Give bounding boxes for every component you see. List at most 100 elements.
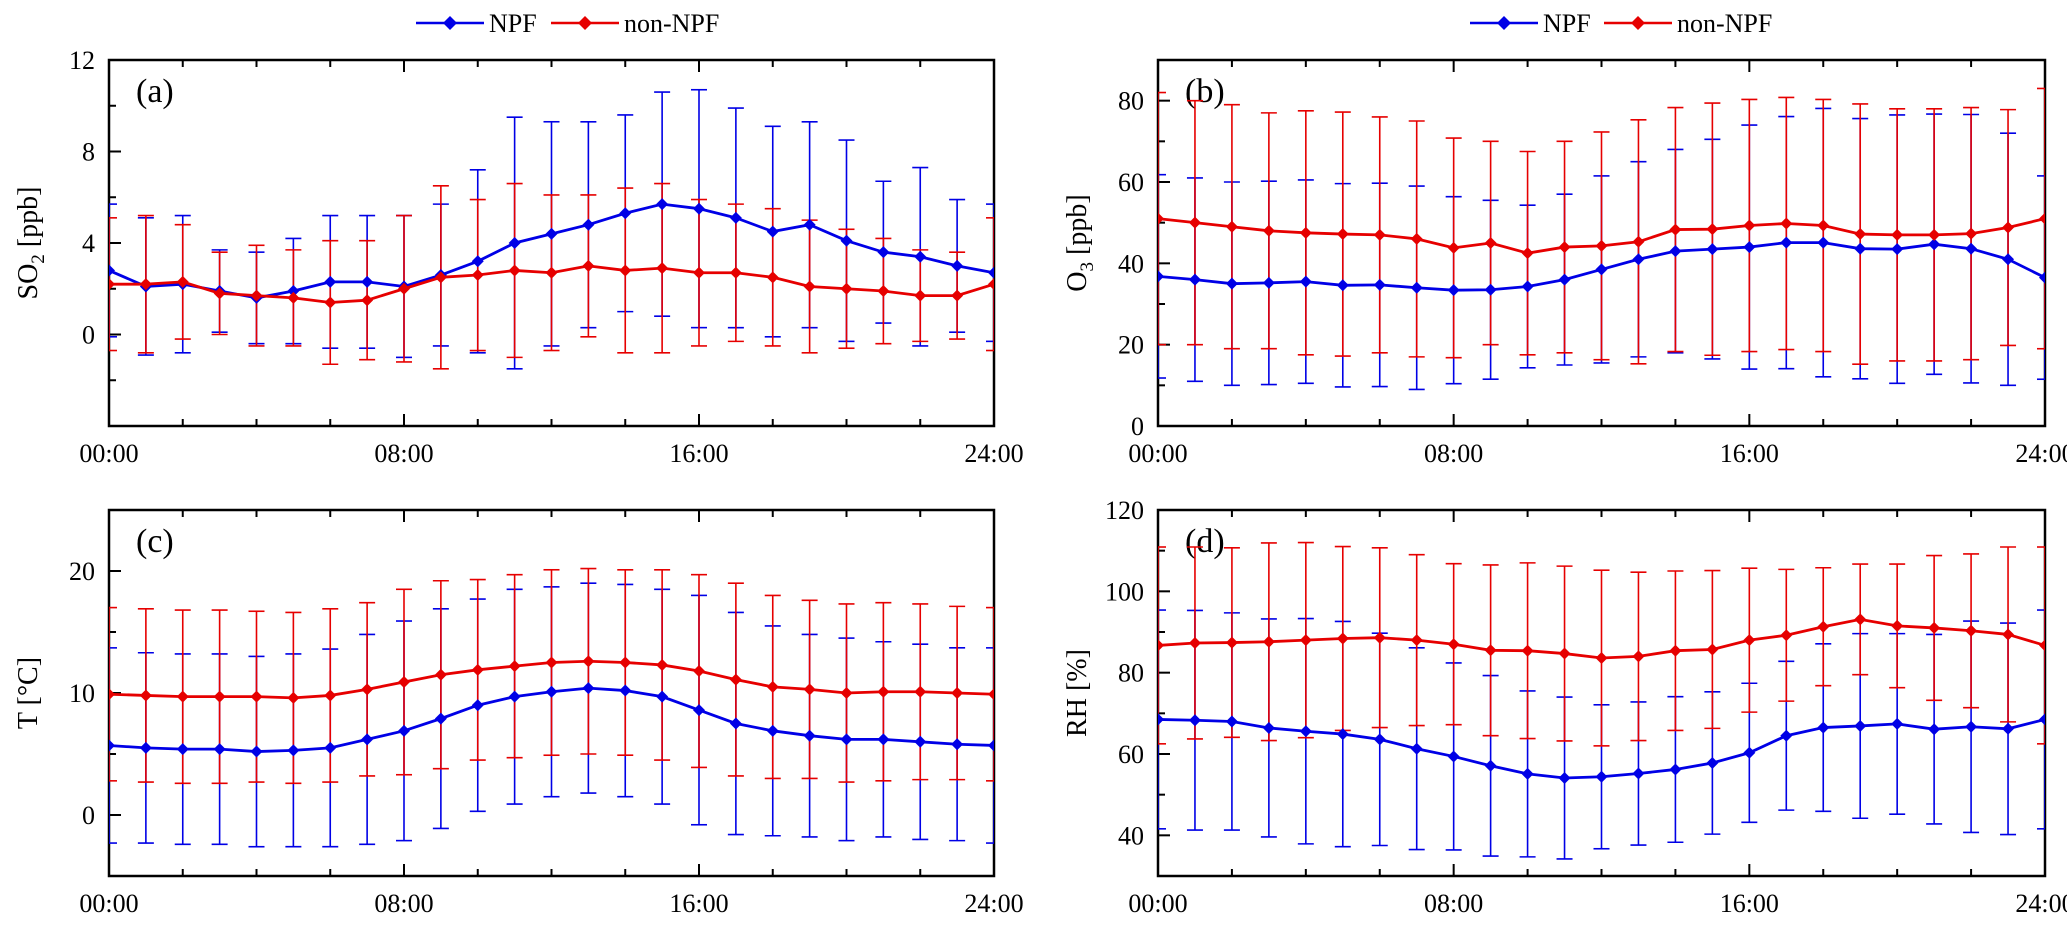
data-point xyxy=(1928,621,1941,634)
data-point xyxy=(951,687,964,699)
data-point xyxy=(1336,728,1349,741)
data-point xyxy=(398,676,410,689)
data-point xyxy=(1299,226,1312,239)
data-point xyxy=(1225,715,1238,728)
legend-non-npf-marker-2 xyxy=(1631,16,1645,30)
data-point xyxy=(877,685,890,698)
data-point xyxy=(840,687,853,699)
data-point xyxy=(1158,713,1164,726)
x-tick-label: 00:00 xyxy=(1128,889,1187,918)
panel-label: (b) xyxy=(1185,73,1225,110)
data-point xyxy=(1188,216,1201,229)
x-tick-label: 08:00 xyxy=(1424,889,1483,918)
y-axis-title-unit: [ppb] xyxy=(1062,194,1093,262)
data-point xyxy=(2002,221,2015,234)
data-point xyxy=(109,278,115,291)
data-point xyxy=(914,250,927,263)
legend-npf-label-2: NPF xyxy=(1543,9,1591,38)
data-point xyxy=(1336,228,1349,241)
data-point xyxy=(1447,638,1460,651)
data-point xyxy=(1817,721,1830,734)
data-point xyxy=(1632,650,1645,663)
data-point xyxy=(1521,767,1534,780)
data-point xyxy=(1632,253,1645,266)
legend-non-npf-marker-1 xyxy=(578,16,592,30)
data-point xyxy=(213,690,226,703)
data-point xyxy=(1743,219,1756,232)
data-point xyxy=(1447,284,1460,297)
y-axis-title-subscript: 2 xyxy=(28,254,49,264)
data-point xyxy=(803,280,816,293)
x-tick-label: 24:00 xyxy=(964,439,1023,468)
data-point xyxy=(1817,219,1830,232)
data-point xyxy=(951,259,964,272)
data-point xyxy=(545,227,558,240)
data-point xyxy=(2039,639,2045,652)
y-tick-label: 120 xyxy=(1105,496,1144,525)
data-point xyxy=(1706,223,1719,236)
data-point xyxy=(1891,228,1904,241)
data-point xyxy=(1928,723,1941,736)
data-point xyxy=(1891,619,1904,632)
data-point xyxy=(914,289,927,302)
data-point xyxy=(693,704,705,717)
data-point xyxy=(914,735,927,748)
data-point xyxy=(1188,273,1201,286)
data-point xyxy=(693,202,705,215)
x-tick-label: 08:00 xyxy=(1424,439,1483,468)
data-point xyxy=(176,690,189,703)
data-point xyxy=(2039,713,2045,726)
data-point xyxy=(1595,652,1608,665)
data-point xyxy=(1854,228,1867,241)
data-point xyxy=(1780,236,1793,249)
y-tick-label: 20 xyxy=(1118,331,1144,360)
data-point xyxy=(1262,224,1275,237)
data-point xyxy=(729,717,742,730)
data-point xyxy=(766,680,779,693)
data-point xyxy=(1669,223,1682,236)
data-point xyxy=(1632,235,1645,248)
data-point xyxy=(176,275,189,288)
data-point xyxy=(1780,629,1793,642)
data-layer xyxy=(1158,541,2045,860)
y-tick-label: 0 xyxy=(82,801,95,830)
data-point xyxy=(2002,722,2015,735)
y-tick-label: 0 xyxy=(1131,412,1144,441)
y-axis-title: RH [%] xyxy=(1062,649,1093,737)
data-point xyxy=(803,218,816,231)
data-point xyxy=(619,656,632,669)
data-point xyxy=(471,269,484,282)
data-point xyxy=(693,266,705,279)
y-tick-label: 12 xyxy=(69,46,95,75)
data-point xyxy=(213,743,226,756)
data-point xyxy=(1595,239,1608,252)
data-point xyxy=(1965,242,1978,255)
data-point xyxy=(508,237,521,249)
data-point xyxy=(1558,273,1571,286)
x-tick-label: 00:00 xyxy=(1128,439,1187,468)
y-tick-label: 40 xyxy=(1118,249,1144,278)
data-point xyxy=(582,218,595,231)
data-point xyxy=(139,689,152,702)
data-point xyxy=(2039,212,2045,225)
data-point xyxy=(250,690,263,703)
legend-non-npf-label-1: non-NPF xyxy=(624,9,719,38)
data-point xyxy=(656,262,669,275)
data-point xyxy=(1965,227,1978,240)
legend-non-npf-label-2: non-NPF xyxy=(1677,9,1772,38)
y-tick-label: 80 xyxy=(1118,659,1144,688)
panel-label: (a) xyxy=(136,73,174,110)
data-point xyxy=(1410,232,1423,245)
data-point xyxy=(109,264,115,277)
x-tick-label: 16:00 xyxy=(1720,439,1779,468)
y-tick-label: 0 xyxy=(82,321,95,350)
data-point xyxy=(1891,243,1904,256)
data-point xyxy=(508,660,521,673)
y-tick-label: 10 xyxy=(69,679,95,708)
data-point xyxy=(287,691,300,704)
data-point xyxy=(434,668,447,681)
data-point xyxy=(109,688,115,701)
legend-top-left: NPF non-NPF xyxy=(416,9,719,38)
y-axis-title: T [°C] xyxy=(13,657,44,729)
